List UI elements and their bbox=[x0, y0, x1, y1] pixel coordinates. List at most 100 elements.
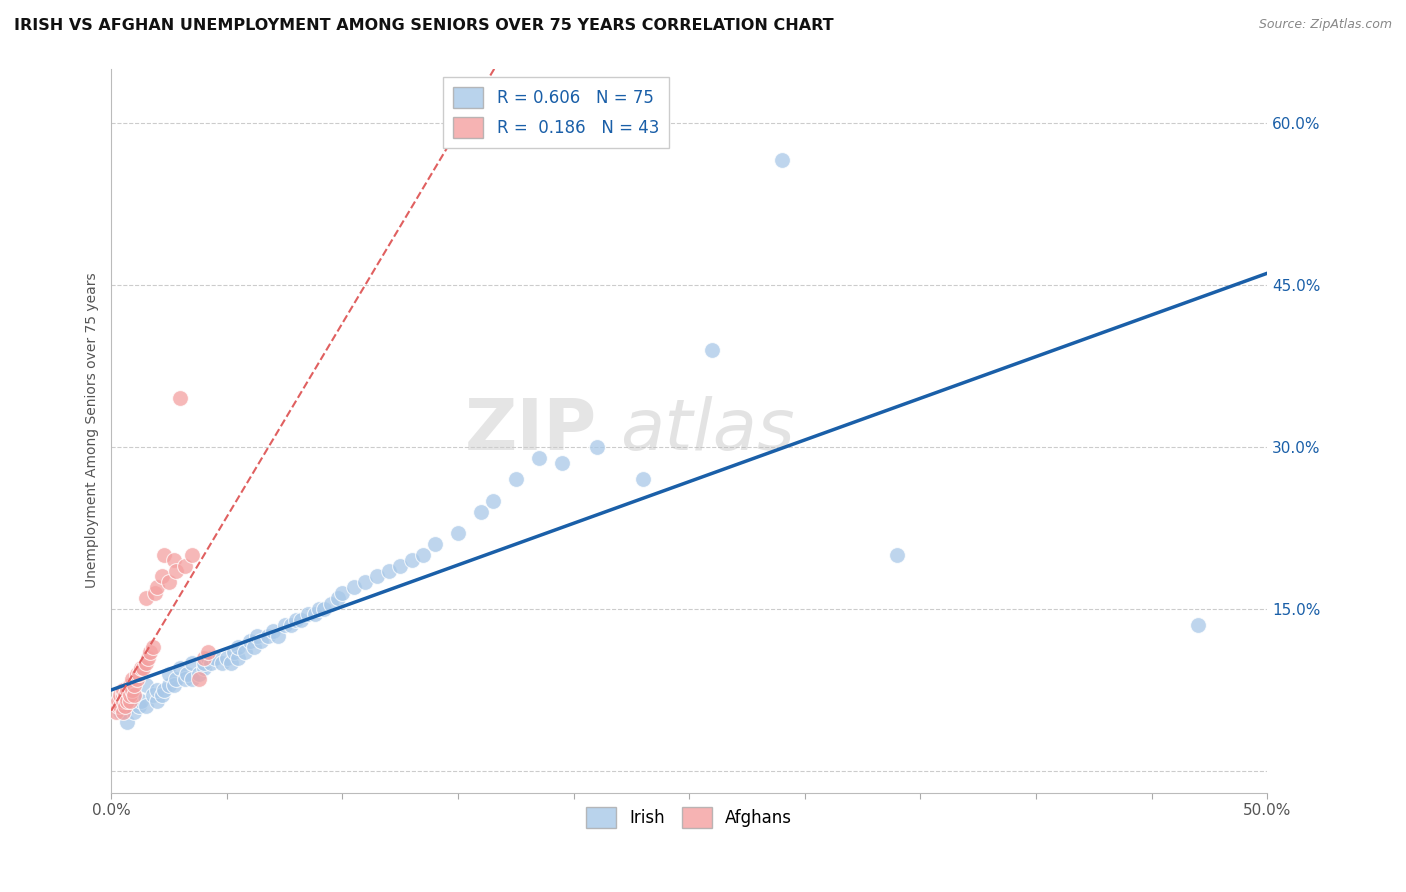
Point bbox=[111, 689, 134, 703]
Point bbox=[104, 705, 127, 719]
Point bbox=[122, 689, 145, 703]
Point bbox=[262, 624, 284, 638]
Point bbox=[226, 650, 249, 665]
Y-axis label: Unemployment Among Seniors over 75 years: Unemployment Among Seniors over 75 years bbox=[86, 273, 100, 589]
Point bbox=[122, 689, 145, 703]
Point bbox=[211, 656, 233, 670]
Point bbox=[146, 683, 169, 698]
Point bbox=[146, 694, 169, 708]
Point bbox=[366, 569, 388, 583]
Point bbox=[169, 661, 191, 675]
Point bbox=[153, 683, 176, 698]
Point bbox=[110, 705, 132, 719]
Point bbox=[132, 661, 155, 675]
Point bbox=[111, 705, 134, 719]
Point bbox=[111, 683, 134, 698]
Point bbox=[204, 650, 226, 665]
Point bbox=[193, 661, 215, 675]
Point bbox=[117, 683, 139, 698]
Point bbox=[886, 548, 908, 562]
Point bbox=[343, 580, 366, 594]
Point bbox=[146, 580, 169, 594]
Point bbox=[111, 694, 134, 708]
Point bbox=[128, 699, 150, 714]
Point bbox=[118, 677, 141, 691]
Point bbox=[246, 629, 269, 643]
Point bbox=[215, 650, 238, 665]
Point bbox=[266, 629, 288, 643]
Point bbox=[176, 666, 198, 681]
Point bbox=[308, 602, 330, 616]
Point bbox=[174, 558, 197, 573]
Point bbox=[188, 666, 211, 681]
Point bbox=[143, 585, 166, 599]
Point bbox=[585, 440, 607, 454]
Point bbox=[107, 694, 129, 708]
Point bbox=[447, 526, 470, 541]
Point bbox=[118, 699, 141, 714]
Point bbox=[135, 677, 157, 691]
Point bbox=[118, 689, 141, 703]
Point bbox=[165, 672, 187, 686]
Point bbox=[250, 634, 273, 648]
Point bbox=[107, 699, 129, 714]
Point bbox=[150, 569, 173, 583]
Point bbox=[222, 645, 245, 659]
Point bbox=[297, 607, 319, 622]
Point bbox=[505, 472, 527, 486]
Point bbox=[304, 607, 326, 622]
Point bbox=[188, 672, 211, 686]
Point bbox=[111, 694, 134, 708]
Point bbox=[481, 493, 503, 508]
Point bbox=[128, 666, 150, 681]
Point bbox=[135, 591, 157, 606]
Point bbox=[157, 574, 180, 589]
Point bbox=[110, 699, 132, 714]
Point bbox=[162, 553, 184, 567]
Point bbox=[312, 602, 335, 616]
Point bbox=[110, 689, 132, 703]
Point bbox=[157, 677, 180, 691]
Point bbox=[121, 672, 143, 686]
Point bbox=[770, 153, 793, 168]
Point bbox=[117, 694, 139, 708]
Point bbox=[142, 689, 165, 703]
Point bbox=[121, 683, 143, 698]
Text: Source: ZipAtlas.com: Source: ZipAtlas.com bbox=[1258, 18, 1392, 31]
Point bbox=[118, 694, 141, 708]
Point bbox=[280, 618, 302, 632]
Point bbox=[470, 505, 492, 519]
Point bbox=[377, 564, 399, 578]
Point bbox=[129, 661, 152, 675]
Point bbox=[551, 456, 574, 470]
Point bbox=[389, 558, 412, 573]
Text: atlas: atlas bbox=[620, 396, 794, 465]
Point bbox=[169, 391, 191, 405]
Point bbox=[117, 715, 139, 730]
Text: IRISH VS AFGHAN UNEMPLOYMENT AMONG SENIORS OVER 75 YEARS CORRELATION CHART: IRISH VS AFGHAN UNEMPLOYMENT AMONG SENIO… bbox=[14, 18, 834, 33]
Point bbox=[129, 694, 152, 708]
Point bbox=[273, 618, 295, 632]
Point bbox=[193, 656, 215, 670]
Point bbox=[226, 640, 249, 654]
Point bbox=[702, 343, 724, 357]
Legend: Irish, Afghans: Irish, Afghans bbox=[579, 800, 799, 835]
Point bbox=[239, 634, 262, 648]
Point bbox=[162, 677, 184, 691]
Point bbox=[257, 629, 280, 643]
Point bbox=[114, 689, 136, 703]
Point bbox=[139, 645, 162, 659]
Point bbox=[114, 699, 136, 714]
Point bbox=[221, 656, 243, 670]
Point bbox=[401, 553, 423, 567]
Point bbox=[181, 656, 204, 670]
Point bbox=[423, 537, 446, 551]
Point bbox=[142, 640, 165, 654]
Point bbox=[181, 672, 204, 686]
Point bbox=[631, 472, 654, 486]
Point bbox=[412, 548, 434, 562]
Point bbox=[181, 548, 204, 562]
Point bbox=[125, 666, 148, 681]
Point bbox=[193, 650, 215, 665]
Point bbox=[122, 705, 145, 719]
